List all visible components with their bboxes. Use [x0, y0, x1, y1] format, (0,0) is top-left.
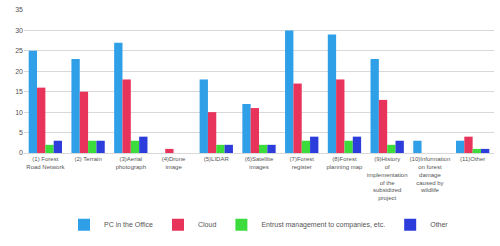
svg-text:PC in the Office: PC in the Office [104, 221, 153, 228]
svg-text:(7)Forestregister: (7)Forestregister [290, 156, 315, 170]
svg-text:15: 15 [15, 88, 23, 95]
svg-text:Other: Other [430, 221, 448, 228]
svg-text:5: 5 [19, 129, 23, 136]
svg-text:(2) Terrain: (2) Terrain [74, 156, 101, 162]
svg-text:(11)Other: (11)Other [460, 156, 485, 162]
svg-text:Entrust management to companie: Entrust management to companies, etc. [261, 221, 385, 229]
svg-text:0: 0 [19, 149, 23, 156]
svg-text:10: 10 [15, 109, 23, 116]
svg-text:(9)Historyofimplementationof t: (9)Historyofimplementationof thesubsidiz… [367, 156, 408, 201]
svg-text:(3)Aerialphotograph: (3)Aerialphotograph [116, 156, 146, 170]
svg-text:(5)LIDAR: (5)LIDAR [204, 156, 230, 162]
svg-text:20: 20 [15, 68, 23, 75]
svg-text:(8)Forestplanning map: (8)Forestplanning map [326, 156, 363, 170]
svg-text:35: 35 [15, 6, 23, 13]
svg-text:(6)Satelliteimages: (6)Satelliteimages [245, 156, 274, 170]
svg-text:Cloud: Cloud [198, 221, 216, 228]
svg-text:25: 25 [15, 47, 23, 54]
svg-text:30: 30 [15, 27, 23, 34]
svg-text:(1) ForestRoad Network: (1) ForestRoad Network [26, 156, 65, 170]
svg-text:(4)Droneimage: (4)Droneimage [162, 156, 186, 170]
svg-text:(10)Informationon forestdamage: (10)Informationon forestdamagecaused byw… [410, 156, 451, 193]
